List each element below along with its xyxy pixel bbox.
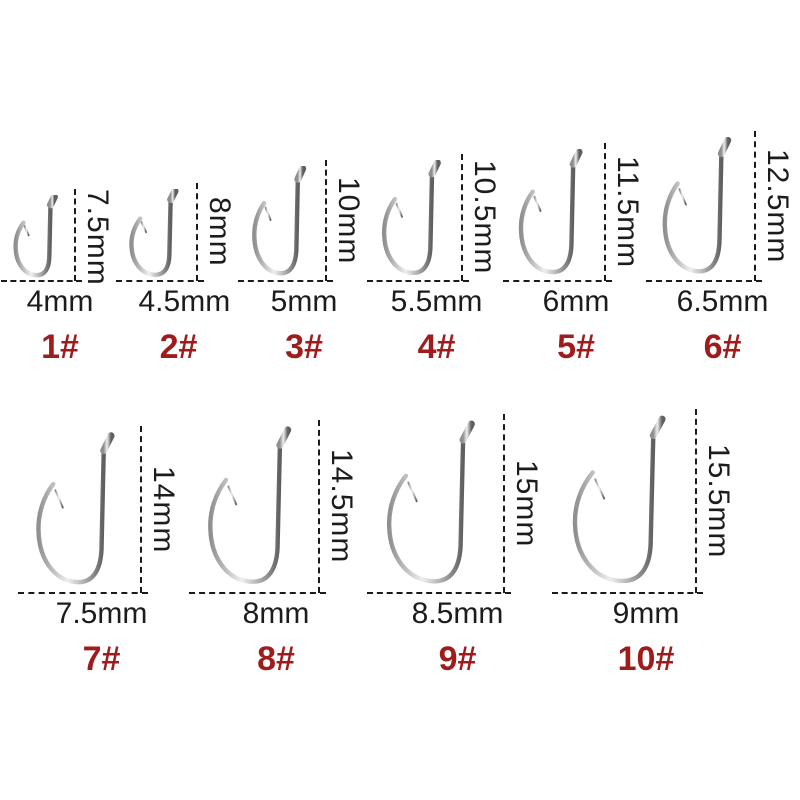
height-dashline	[461, 154, 463, 281]
hook-card: 15.5mm 9mm 10#	[552, 407, 735, 679]
hook-height-label: 10.5mm	[468, 160, 501, 275]
fishhook-icon	[654, 137, 745, 281]
hook-size-label: 5#	[557, 328, 595, 366]
hook-card: 10.5mm 5.5mm 4#	[367, 152, 501, 367]
hook-size-label: 1#	[41, 328, 79, 366]
hook-card: 10mm 5mm 3#	[238, 158, 365, 367]
height-dashline	[196, 183, 198, 281]
height-dashline	[503, 414, 505, 593]
hook-height-label: 14mm	[147, 465, 180, 554]
hook-illustration: 10mm	[238, 158, 365, 282]
hook-width-label: 6mm	[542, 285, 610, 318]
hook-row-1: 7.5mm 4mm 1# 8mm 4.5mm 2# 10mm	[0, 0, 800, 367]
width-dashline	[552, 592, 703, 594]
width-dashline	[367, 280, 469, 282]
width-dashline	[1, 280, 82, 282]
fishhook-icon	[26, 432, 131, 593]
hook-illustration: 7.5mm	[1, 187, 114, 286]
hook-height-label: 10mm	[332, 176, 365, 265]
hook-size-label: 2#	[159, 328, 198, 366]
hook-height-label: 14.5mm	[325, 449, 358, 564]
height-dashline	[695, 409, 697, 593]
hook-height-label: 7.5mm	[81, 189, 114, 286]
hook-width-label: 8mm	[242, 597, 310, 630]
hook-width-label: 4mm	[26, 285, 94, 318]
width-dashline	[646, 280, 762, 282]
hook-card: 12.5mm 6.5mm 6#	[646, 129, 794, 367]
hook-size-label: 8#	[257, 640, 295, 678]
height-dashline	[754, 131, 756, 281]
fishhook-icon	[246, 166, 316, 281]
width-dashline	[503, 280, 612, 282]
width-dashline	[18, 592, 148, 594]
hook-size-label: 9#	[438, 640, 477, 678]
hook-illustration: 10.5mm	[367, 152, 501, 282]
hook-size-label: 3#	[285, 328, 323, 366]
hook-row-2: 14mm 7.5mm 7# 14.5mm 8mm 8# 15mm	[0, 407, 800, 679]
hook-illustration: 8mm	[116, 181, 236, 282]
hook-width-label: 7.5mm	[55, 597, 148, 630]
hook-size-label: 7#	[82, 640, 121, 678]
height-dashline	[325, 160, 327, 281]
fishhook-icon	[511, 149, 595, 281]
hook-illustration: 14mm	[18, 424, 180, 594]
hook-illustration: 15mm	[367, 412, 543, 594]
hook-width-label: 4.5mm	[138, 285, 231, 318]
hook-card: 14mm 7.5mm 7#	[18, 424, 180, 679]
fishhook-icon	[124, 189, 187, 281]
height-dashline	[74, 189, 76, 281]
hook-card: 11.5mm 6mm 5#	[503, 141, 644, 367]
hook-card: 15mm 8.5mm 9#	[367, 412, 543, 679]
hook-size-label: 10#	[617, 640, 675, 678]
hook-illustration: 12.5mm	[646, 129, 794, 282]
fishhook-icon	[9, 195, 65, 281]
hook-width-label: 5mm	[270, 285, 338, 318]
hook-width-label: 9mm	[612, 597, 680, 630]
hook-card: 14.5mm 8mm 8#	[189, 418, 358, 679]
hook-illustration: 15.5mm	[552, 407, 735, 594]
hook-size-label: 4#	[417, 328, 456, 366]
hook-height-label: 15.5mm	[702, 443, 735, 559]
height-dashline	[604, 143, 606, 281]
height-dashline	[140, 426, 142, 593]
fishhook-icon	[560, 415, 686, 593]
hook-width-label: 8.5mm	[411, 597, 504, 630]
hook-card: 7.5mm 4mm 1#	[1, 187, 114, 367]
hook-width-label: 6.5mm	[676, 285, 769, 318]
hook-illustration: 14.5mm	[189, 418, 358, 594]
hook-height-label: 12.5mm	[761, 148, 794, 264]
hook-card: 8mm 4.5mm 2#	[116, 181, 236, 367]
width-dashline	[189, 592, 326, 594]
height-dashline	[318, 420, 320, 593]
hook-width-label: 5.5mm	[390, 285, 483, 318]
fishhook-icon	[197, 426, 309, 593]
fishhook-icon	[375, 160, 452, 281]
fishhook-icon	[375, 420, 494, 593]
hook-height-label: 8mm	[203, 197, 236, 267]
width-dashline	[367, 592, 511, 594]
hook-height-label: 15mm	[510, 459, 543, 548]
hook-illustration: 11.5mm	[503, 141, 644, 282]
width-dashline	[238, 280, 333, 282]
hook-height-label: 11.5mm	[611, 155, 644, 269]
width-dashline	[116, 280, 204, 282]
hook-size-label: 6#	[703, 328, 742, 366]
